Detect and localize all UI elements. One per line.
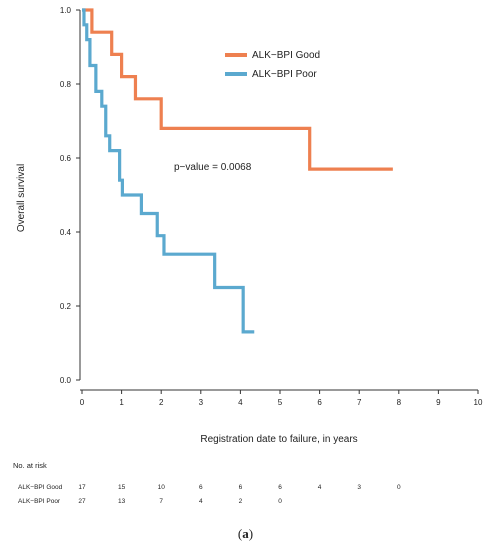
risk-value: 6 [239, 484, 243, 491]
y-tick-label: 0.4 [60, 228, 72, 237]
risk-table: No. at risk ALK−BPI Good ALK−BPI Poor 17… [13, 461, 401, 505]
risk-value: 6 [199, 484, 203, 491]
x-tick-label: 10 [474, 398, 483, 407]
p-value-annotation: p−value = 0.0068 [174, 162, 252, 173]
risk-value: 13 [118, 498, 126, 505]
risk-table-title: No. at risk [13, 461, 47, 470]
risk-value: 27 [78, 498, 86, 505]
risk-value: 0 [397, 484, 401, 491]
risk-values: 17 15 10 6 6 6 4 3 0 27 13 7 4 2 0 [78, 484, 401, 505]
risk-value: 6 [278, 484, 282, 491]
x-tick-label: 2 [159, 398, 164, 407]
y-axis-label: Overall survival [16, 164, 27, 232]
risk-value: 17 [78, 484, 86, 491]
x-axis-label: Registration date to failure, in years [200, 434, 357, 445]
y-tick-label: 0.2 [60, 302, 72, 311]
x-tick-label: 7 [357, 398, 362, 407]
y-tick-label: 0.8 [60, 80, 72, 89]
figure-caption: (a) [237, 526, 254, 541]
survival-curves [82, 8, 393, 334]
y-tick-label: 1.0 [60, 6, 72, 15]
risk-value: 10 [158, 484, 166, 491]
legend-label-poor: ALK−BPI Poor [252, 69, 317, 80]
caption-label: a [242, 526, 249, 541]
x-tick-label: 1 [119, 398, 124, 407]
risk-value: 7 [159, 498, 163, 505]
x-tick-label: 9 [436, 398, 441, 407]
x-tick-label: 4 [238, 398, 243, 407]
legend: ALK−BPI Good ALK−BPI Poor [225, 50, 320, 80]
risk-value: 0 [278, 498, 282, 505]
y-tick-label: 0.6 [60, 154, 72, 163]
risk-value: 15 [118, 484, 126, 491]
x-ticks: 0 1 2 3 4 5 6 7 8 9 10 [80, 390, 483, 407]
legend-label-good: ALK−BPI Good [252, 50, 320, 61]
poor-survival-curve [82, 8, 255, 334]
risk-value: 2 [239, 498, 243, 505]
y-tick-label: 0.0 [60, 376, 72, 385]
y-ticks: 0.0 0.2 0.4 0.6 0.8 1.0 [60, 6, 80, 385]
x-tick-label: 6 [317, 398, 322, 407]
x-tick-label: 3 [199, 398, 204, 407]
x-tick-label: 8 [397, 398, 402, 407]
risk-row-label-good: ALK−BPI Good [18, 484, 63, 491]
x-tick-label: 5 [278, 398, 283, 407]
km-survival-chart: 0.0 0.2 0.4 0.6 0.8 1.0 0 1 2 3 4 5 6 7 8 9 10 Overall … [13, 6, 483, 505]
x-tick-label: 0 [80, 398, 85, 407]
risk-value: 4 [318, 484, 322, 491]
good-survival-curve [82, 8, 393, 171]
risk-row-label-poor: ALK−BPI Poor [18, 498, 61, 505]
risk-value: 4 [199, 498, 203, 505]
risk-value: 3 [357, 484, 361, 491]
